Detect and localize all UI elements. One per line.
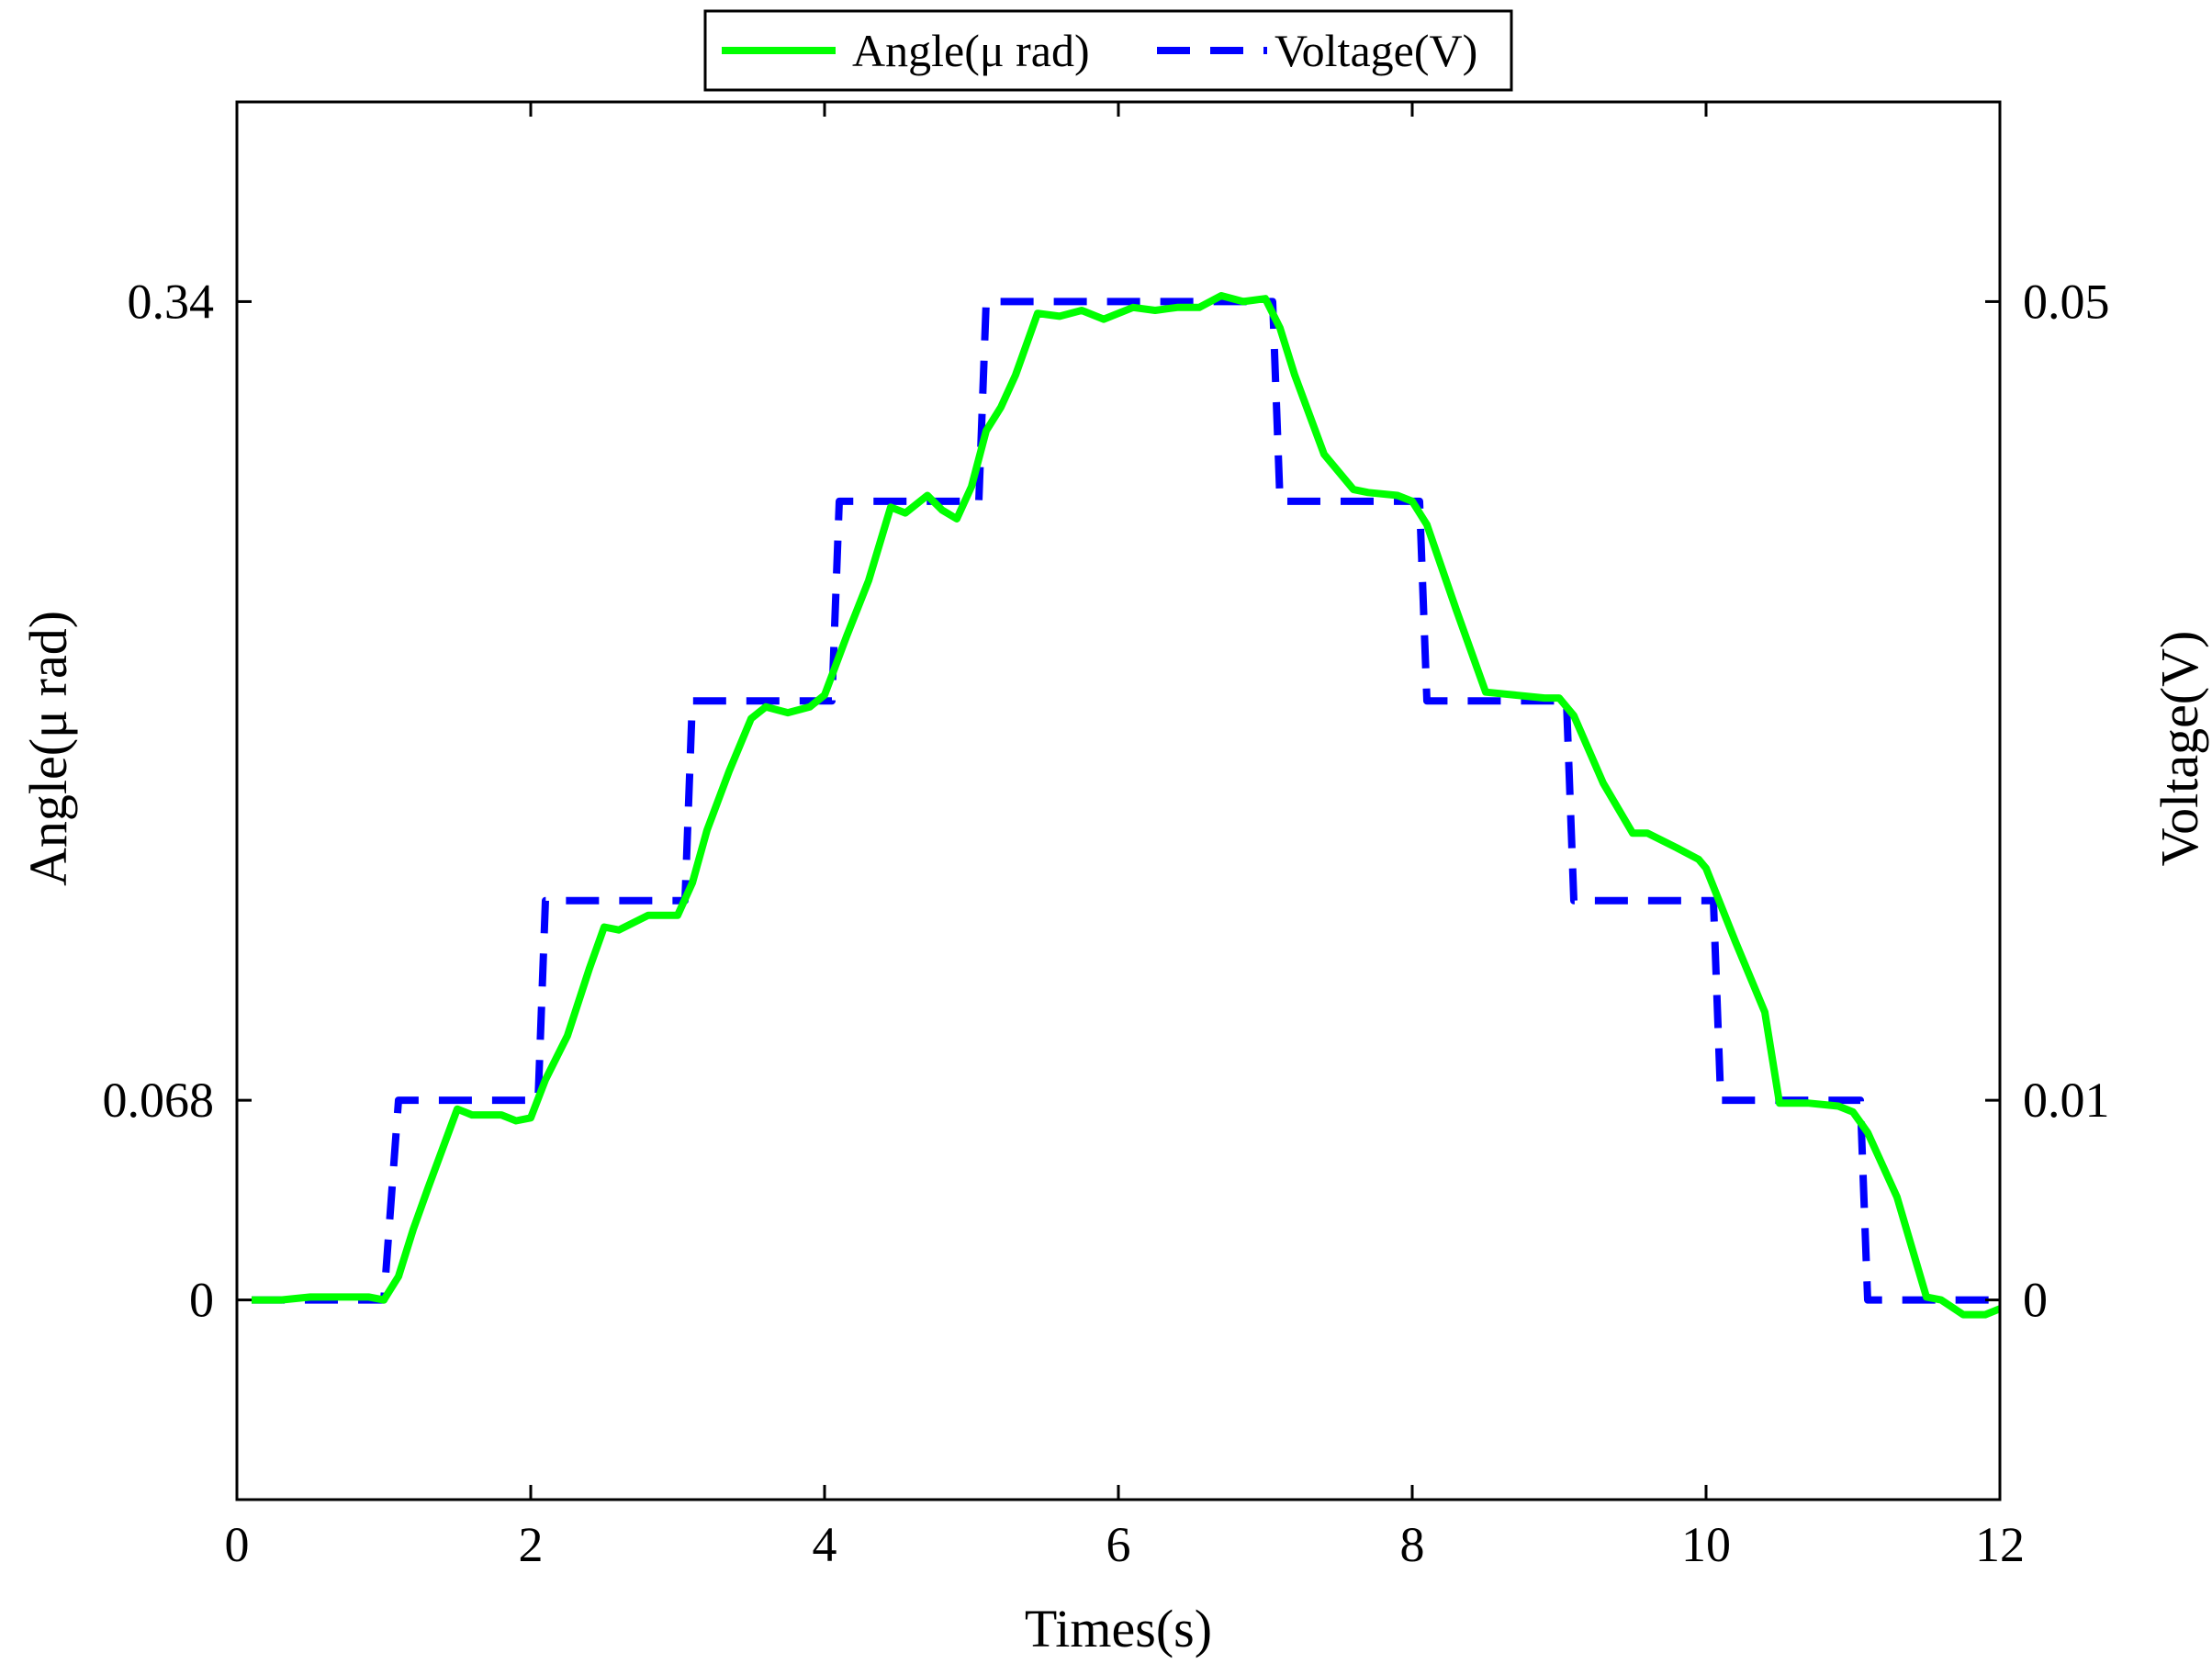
ticks-layer: 0 2 4 6 8 10 12 0 0.068 0.34 0 0.01 0.05 <box>103 102 2110 1572</box>
x-tick-label: 4 <box>813 1517 837 1572</box>
legend-label-voltage: Voltage(V) <box>1274 25 1477 76</box>
y-right-tick-label: 0.05 <box>2023 274 2110 329</box>
x-axis-title: Times(s) <box>1025 1599 1212 1658</box>
angle-series-line <box>252 292 2002 1319</box>
y-left-tick-label: 0.068 <box>103 1073 215 1128</box>
voltage-series-line <box>252 298 2000 1304</box>
plot-area-background <box>237 102 2000 1500</box>
legend: Angle(μ rad) Voltage(V) <box>703 9 1513 92</box>
y-right-tick-label: 0 <box>2023 1273 2048 1328</box>
legend-box <box>703 9 1513 92</box>
x-tick-label: 8 <box>1400 1517 1425 1572</box>
x-tick-label: 12 <box>1975 1517 2025 1572</box>
series-layer <box>252 292 2002 1319</box>
x-tick-label: 2 <box>519 1517 544 1572</box>
y-right-axis-title: Voltage(V) <box>2150 631 2209 867</box>
plot-frame <box>235 100 2002 1501</box>
y-left-tick-label: 0.34 <box>128 274 215 329</box>
x-tick-label: 10 <box>1681 1517 1731 1572</box>
y-left-axis-title: Angle(μ rad) <box>18 611 78 886</box>
x-tick-label: 0 <box>225 1517 250 1572</box>
y-right-tick-label: 0.01 <box>2023 1073 2110 1128</box>
y-left-tick-label: 0 <box>189 1273 214 1328</box>
x-tick-label: 6 <box>1106 1517 1131 1572</box>
legend-label-angle: Angle(μ rad) <box>852 25 1090 76</box>
